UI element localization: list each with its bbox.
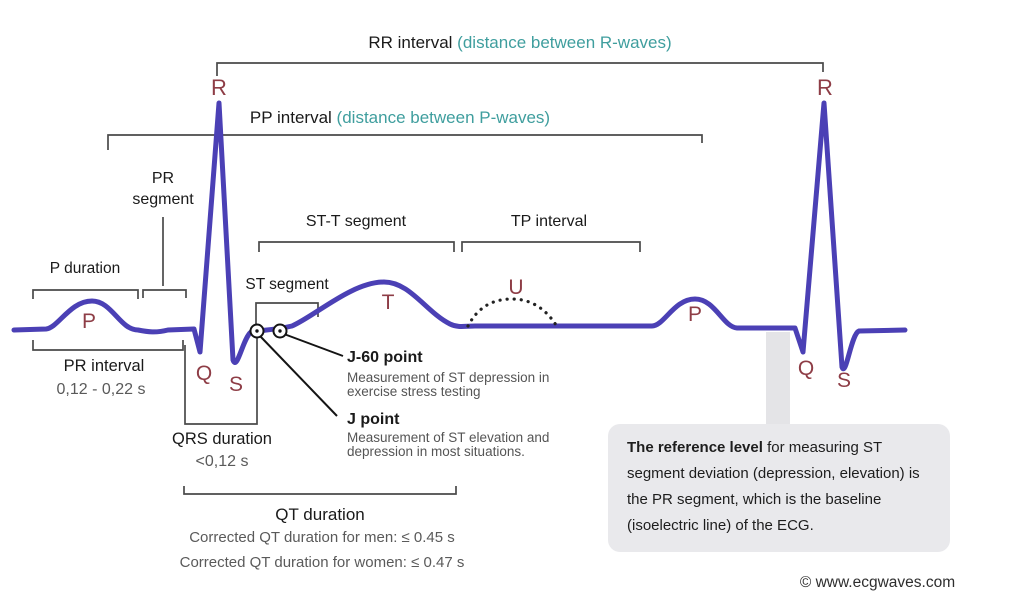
pp-interval-note: (distance between P-waves) [336, 108, 551, 127]
u-wave-letter: U [508, 276, 524, 299]
r-wave-letter-2: R [817, 75, 833, 100]
st-t-segment-label: ST-T segment [305, 213, 407, 230]
pr-segment-line2: segment [132, 191, 194, 208]
p-wave-letter-2: P [687, 303, 703, 326]
j-point-label: J point [347, 411, 400, 428]
j60-point-desc-line1: Measurement of ST depression in [347, 370, 550, 385]
tp-interval-label: TP interval [510, 213, 588, 230]
copyright-text: © www.ecgwaves.com [799, 574, 956, 591]
q-wave-letter-1: Q [195, 362, 213, 385]
rr-interval-label: RR interval (distance between R-waves) [368, 33, 671, 53]
reference-note-box: The reference level for measuring ST seg… [608, 424, 950, 552]
j60-point-callout-line [283, 333, 344, 357]
pr-interval-label: PR interval [63, 357, 145, 375]
reference-note-rest: for measuring ST segment deviation (depr… [627, 439, 920, 534]
qt-duration-men: Corrected QT duration for men: ≤ 0.45 s [189, 529, 455, 546]
j-point-desc-line2: depression in most situations. [347, 444, 525, 459]
p-duration-bracket [32, 289, 139, 299]
qt-duration-bracket [183, 486, 457, 495]
reference-callout-bar [766, 332, 790, 426]
rr-interval-bracket [216, 62, 824, 76]
s-wave-letter-1: S [228, 373, 244, 396]
j60-point-marker-dot [278, 329, 282, 333]
pr-segment-label: PR segment [132, 168, 193, 210]
u-wave-dotted-curve [466, 297, 558, 328]
reference-note-bold: The reference level [627, 439, 763, 456]
qt-duration-women: Corrected QT duration for women: ≤ 0.47 … [179, 554, 465, 571]
j60-point-label: J-60 point [347, 349, 423, 366]
pr-segment-line1: PR [151, 170, 175, 187]
s-wave-letter-2: S [836, 369, 852, 392]
t-wave-letter: T [381, 291, 395, 314]
tp-interval-bracket [461, 241, 641, 252]
st-segment-label: ST segment [245, 276, 329, 293]
qrs-duration-label: QRS duration [172, 430, 272, 448]
j-point-callout-line [259, 335, 338, 417]
pp-interval-bracket [107, 134, 703, 150]
j-point-marker-dot [255, 329, 259, 333]
qrs-duration-bracket [184, 338, 258, 425]
p-wave-letter-1: P [81, 310, 97, 333]
pr-interval-value: 0,12 - 0,22 s [56, 381, 146, 398]
r-wave-letter-1: R [211, 75, 227, 100]
pr-interval-bracket [32, 340, 184, 351]
j-point-desc-line1: Measurement of ST elevation and [347, 430, 550, 445]
st-t-segment-bracket [258, 241, 455, 252]
qt-duration-label: QT duration [275, 505, 365, 524]
pp-interval-text: PP interval [249, 108, 332, 127]
q-wave-letter-2: Q [797, 357, 815, 380]
qrs-duration-value: <0,12 s [195, 453, 249, 470]
pr-segment-bracket [142, 289, 187, 298]
rr-interval-text: RR interval [368, 33, 453, 52]
pp-interval-label: PP interval (distance between P-waves) [250, 108, 550, 128]
ecg-waveform [11, 100, 908, 372]
p-duration-label: P duration [49, 260, 121, 277]
j60-point-desc-line2: exercise stress testing [347, 384, 481, 399]
rr-interval-note: (distance between R-waves) [457, 33, 672, 52]
